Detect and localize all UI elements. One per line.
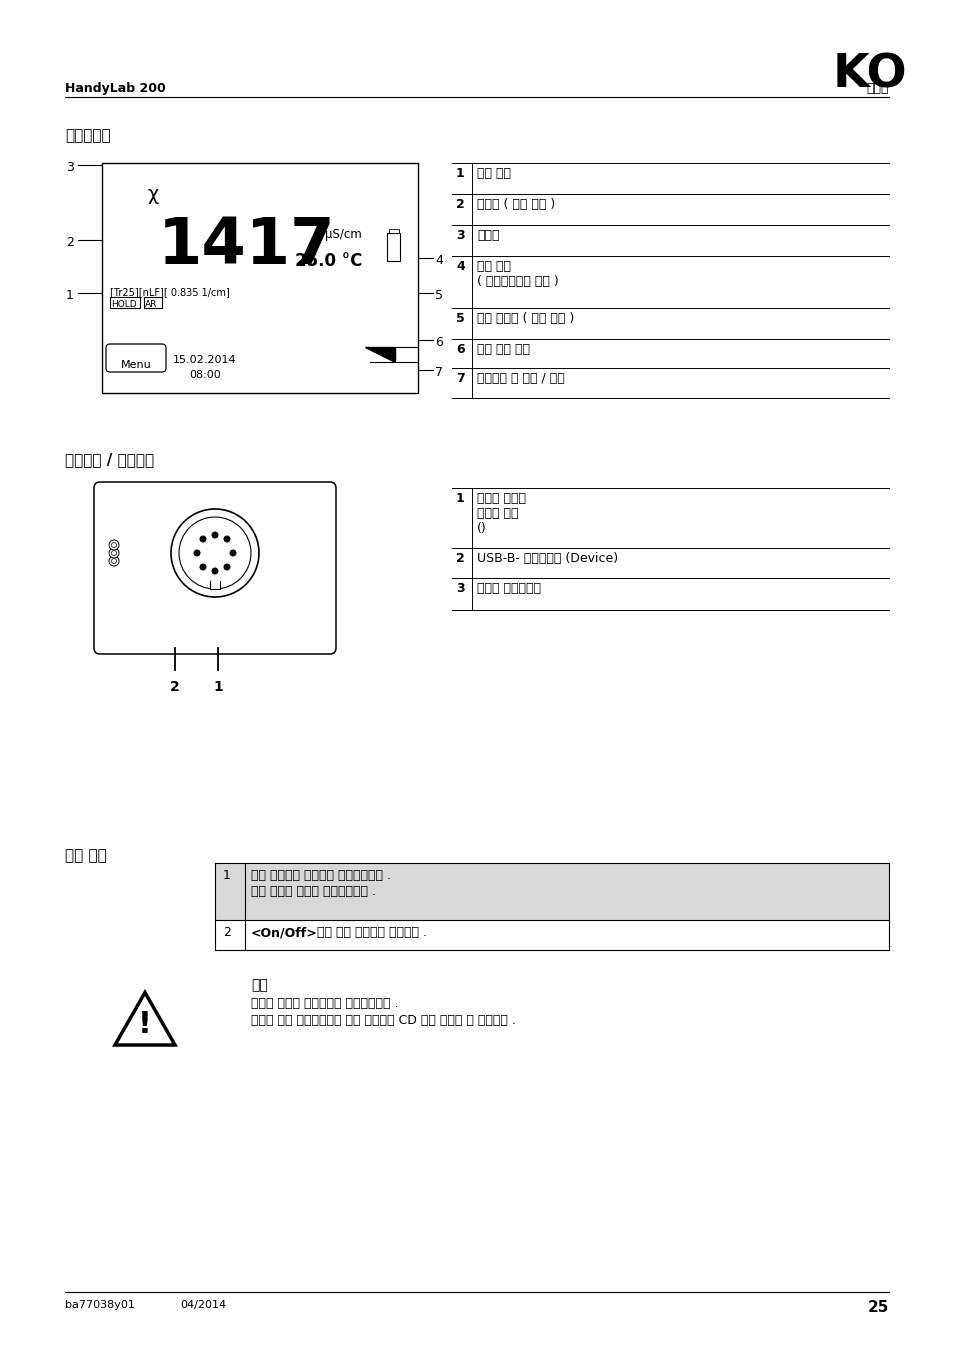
- Text: 1: 1: [456, 491, 464, 505]
- Text: 2: 2: [456, 198, 464, 211]
- Text: USB-B- 인터페이스 (Device): USB-B- 인터페이스 (Device): [476, 552, 618, 566]
- Text: 2: 2: [456, 552, 464, 566]
- Text: 주의: 주의: [251, 977, 268, 992]
- Text: Menu: Menu: [120, 360, 152, 370]
- Bar: [389, 230, 398, 234]
- Text: 08:00: 08:00: [189, 370, 221, 379]
- Text: 센서 심볼
( 캘리브레이션 평가 ): 센서 심볼 ( 캘리브레이션 평가 ): [476, 261, 558, 288]
- Text: 7: 7: [456, 373, 464, 385]
- Circle shape: [212, 567, 218, 575]
- Text: 2: 2: [66, 236, 74, 248]
- Circle shape: [223, 563, 231, 571]
- Text: KO: KO: [832, 53, 906, 97]
- Circle shape: [230, 549, 236, 556]
- Circle shape: [109, 556, 119, 566]
- Text: 1: 1: [223, 869, 231, 882]
- Bar: [144, 297, 162, 308]
- Text: 6: 6: [435, 336, 442, 350]
- Circle shape: [171, 509, 258, 597]
- Text: 함께 제공되는 배터리를 삽입하십시오 .: 함께 제공되는 배터리를 삽입하십시오 .: [251, 869, 391, 882]
- Circle shape: [109, 540, 119, 549]
- Text: 3: 3: [66, 161, 74, 174]
- Text: χ: χ: [148, 185, 159, 204]
- Text: 1417: 1417: [158, 215, 335, 277]
- Text: 1: 1: [66, 289, 74, 302]
- Text: ba77038y01: ba77038y01: [65, 1300, 134, 1310]
- Text: [Tr25][nLF][ 0.835 1/cm]: [Tr25][nLF][ 0.835 1/cm]: [110, 288, 230, 297]
- Text: 5: 5: [456, 312, 464, 325]
- Text: 사용된 센서의 주의사항에 유의하십시오 .: 사용된 센서의 주의사항에 유의하십시오 .: [251, 998, 398, 1010]
- Circle shape: [179, 517, 251, 589]
- Text: 25.0 °C: 25.0 °C: [294, 252, 362, 270]
- FancyBboxPatch shape: [106, 344, 166, 373]
- Polygon shape: [115, 992, 174, 1045]
- Circle shape: [199, 536, 206, 543]
- FancyBboxPatch shape: [94, 482, 335, 653]
- Text: 5: 5: [435, 289, 442, 302]
- Text: 1: 1: [213, 680, 223, 694]
- Bar: [210, 580, 220, 589]
- Text: 15.02.2014: 15.02.2014: [173, 355, 236, 364]
- Text: 4: 4: [456, 261, 464, 273]
- Text: 측정량: 측정량: [476, 230, 499, 242]
- Text: μS/cm: μS/cm: [325, 228, 361, 242]
- Circle shape: [112, 543, 116, 548]
- Text: HandyLab 200: HandyLab 200: [65, 82, 166, 94]
- Text: 최초 사용: 최초 사용: [65, 848, 107, 863]
- Circle shape: [212, 532, 218, 539]
- Text: 2: 2: [170, 680, 180, 694]
- Text: 기타 상태 정보: 기타 상태 정보: [476, 343, 530, 356]
- Text: !: !: [138, 1010, 152, 1040]
- Text: 전도성 측정셀
디지털 센서
(): 전도성 측정셀 디지털 센서 (): [476, 491, 525, 535]
- Text: 3: 3: [456, 582, 464, 595]
- Text: 디스플레이: 디스플레이: [65, 128, 111, 143]
- Text: 소프트키 및 날짜 / 시간: 소프트키 및 날짜 / 시간: [476, 373, 564, 385]
- Polygon shape: [365, 347, 395, 362]
- Text: 2: 2: [223, 926, 231, 940]
- Text: 6: 6: [456, 343, 464, 356]
- Text: 7: 7: [435, 366, 442, 379]
- Text: 키를 눈러 측정기를 켜십시오 .: 키를 눈러 측정기를 켜십시오 .: [313, 926, 427, 940]
- Text: 4: 4: [435, 254, 442, 267]
- Text: <On/Off>: <On/Off>: [251, 926, 317, 940]
- Text: 이때 올바른 극성에 유의하십시오 .: 이때 올바른 극성에 유의하십시오 .: [251, 886, 375, 898]
- Bar: [387, 234, 400, 261]
- Text: AR: AR: [145, 300, 157, 309]
- Text: 3: 3: [456, 230, 464, 242]
- Bar: [214, 863, 888, 919]
- Bar: [110, 297, 140, 308]
- Bar: [102, 163, 417, 393]
- Circle shape: [223, 536, 231, 543]
- Text: HOLD: HOLD: [111, 300, 136, 309]
- Text: 04/2014: 04/2014: [180, 1300, 226, 1310]
- Circle shape: [199, 563, 206, 571]
- Circle shape: [112, 551, 116, 555]
- Text: 서비스 인터페이스: 서비스 인터페이스: [476, 582, 540, 595]
- Text: 센서에 관한 사용설명서는 함께 제공되는 CD 에서 찾아볼 수 있습니다 .: 센서에 관한 사용설명서는 함께 제공되는 CD 에서 찾아볼 수 있습니다 .: [251, 1014, 516, 1027]
- Circle shape: [193, 549, 200, 556]
- Text: 1: 1: [456, 167, 464, 180]
- Text: 측정값 ( 단위 포함 ): 측정값 ( 단위 포함 ): [476, 198, 555, 211]
- Text: 상태 정보: 상태 정보: [476, 167, 511, 180]
- Text: 온도 측정값 ( 단위 포함 ): 온도 측정값 ( 단위 포함 ): [476, 312, 574, 325]
- Circle shape: [109, 548, 119, 558]
- Text: 한국어: 한국어: [865, 82, 888, 94]
- Circle shape: [112, 559, 116, 563]
- Text: 25: 25: [866, 1300, 888, 1315]
- Text: 소켓패널 / 연결포트: 소켓패널 / 연결포트: [65, 452, 154, 467]
